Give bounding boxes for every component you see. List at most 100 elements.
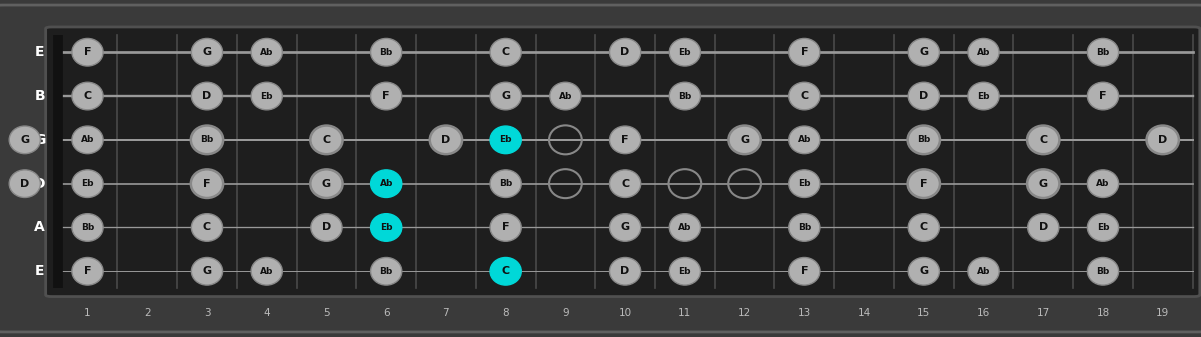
Ellipse shape <box>1087 82 1118 110</box>
Ellipse shape <box>311 126 342 154</box>
Text: F: F <box>502 222 509 233</box>
Text: F: F <box>1099 91 1107 101</box>
Ellipse shape <box>669 214 700 241</box>
Text: Ab: Ab <box>797 135 811 144</box>
Text: Ab: Ab <box>976 267 990 276</box>
Text: Eb: Eb <box>500 135 512 144</box>
Text: 5: 5 <box>323 308 330 318</box>
Ellipse shape <box>729 126 760 154</box>
Text: Eb: Eb <box>679 267 691 276</box>
Text: 13: 13 <box>797 308 811 318</box>
Ellipse shape <box>968 82 999 110</box>
Text: 3: 3 <box>204 308 210 318</box>
Text: C: C <box>502 266 509 276</box>
Ellipse shape <box>191 214 222 241</box>
Ellipse shape <box>908 126 939 154</box>
Text: 2: 2 <box>144 308 150 318</box>
Ellipse shape <box>669 257 700 285</box>
Ellipse shape <box>1087 170 1118 197</box>
Text: Eb: Eb <box>380 223 393 232</box>
Text: D: D <box>621 47 629 57</box>
Ellipse shape <box>311 170 342 197</box>
Ellipse shape <box>191 126 222 154</box>
Text: 11: 11 <box>679 308 692 318</box>
Ellipse shape <box>371 38 402 66</box>
Text: G: G <box>740 135 749 145</box>
Ellipse shape <box>371 257 402 285</box>
Text: 9: 9 <box>562 308 569 318</box>
Ellipse shape <box>490 126 521 154</box>
Ellipse shape <box>72 257 103 285</box>
Text: F: F <box>801 266 808 276</box>
Text: Bb: Bb <box>918 135 931 144</box>
Ellipse shape <box>968 38 999 66</box>
Ellipse shape <box>490 38 521 66</box>
Text: Ab: Ab <box>976 48 990 57</box>
Ellipse shape <box>789 126 820 154</box>
Text: Ab: Ab <box>80 135 94 144</box>
Ellipse shape <box>191 170 222 197</box>
Text: G: G <box>621 222 629 233</box>
Ellipse shape <box>191 38 222 66</box>
Ellipse shape <box>789 257 820 285</box>
Ellipse shape <box>311 214 342 241</box>
Text: Ab: Ab <box>380 179 393 188</box>
Text: G: G <box>501 91 510 101</box>
Text: Bb: Bb <box>797 223 811 232</box>
Text: Bb: Bb <box>380 48 393 57</box>
Text: C: C <box>920 222 928 233</box>
Ellipse shape <box>669 82 700 110</box>
Text: G: G <box>34 133 46 147</box>
Ellipse shape <box>191 257 222 285</box>
Ellipse shape <box>908 82 939 110</box>
Text: Bb: Bb <box>80 223 94 232</box>
Ellipse shape <box>72 170 103 197</box>
Ellipse shape <box>789 170 820 197</box>
FancyBboxPatch shape <box>0 5 1201 332</box>
Ellipse shape <box>550 82 581 110</box>
Text: B: B <box>35 89 44 103</box>
Text: D: D <box>1039 222 1048 233</box>
Text: F: F <box>84 47 91 57</box>
Text: D: D <box>20 179 29 189</box>
Ellipse shape <box>371 214 402 241</box>
Text: Eb: Eb <box>1097 223 1110 232</box>
Text: 7: 7 <box>443 308 449 318</box>
Text: F: F <box>382 91 390 101</box>
Ellipse shape <box>10 170 41 197</box>
Ellipse shape <box>251 38 282 66</box>
Ellipse shape <box>10 126 41 154</box>
Ellipse shape <box>371 82 402 110</box>
Ellipse shape <box>789 82 820 110</box>
Ellipse shape <box>72 126 103 154</box>
Text: 12: 12 <box>737 308 751 318</box>
Ellipse shape <box>430 126 461 154</box>
Text: Bb: Bb <box>500 179 513 188</box>
Text: G: G <box>20 135 29 145</box>
Text: Bb: Bb <box>1097 48 1110 57</box>
Text: D: D <box>1158 135 1167 145</box>
Ellipse shape <box>908 170 939 197</box>
Text: G: G <box>203 266 211 276</box>
Ellipse shape <box>490 257 521 285</box>
Text: 1: 1 <box>84 308 91 318</box>
Text: C: C <box>502 47 509 57</box>
Ellipse shape <box>72 214 103 241</box>
Ellipse shape <box>251 257 282 285</box>
Text: E: E <box>35 45 44 59</box>
Text: Ab: Ab <box>261 267 274 276</box>
Text: Eb: Eb <box>799 179 811 188</box>
Text: D: D <box>441 135 450 145</box>
Text: 19: 19 <box>1157 308 1170 318</box>
Text: C: C <box>1039 135 1047 145</box>
Ellipse shape <box>72 38 103 66</box>
Ellipse shape <box>1087 214 1118 241</box>
Text: C: C <box>322 135 330 145</box>
Text: C: C <box>83 91 91 101</box>
Ellipse shape <box>610 38 640 66</box>
Ellipse shape <box>251 82 282 110</box>
Ellipse shape <box>191 82 222 110</box>
Text: G: G <box>322 179 331 189</box>
Text: 4: 4 <box>263 308 270 318</box>
Ellipse shape <box>1028 126 1059 154</box>
